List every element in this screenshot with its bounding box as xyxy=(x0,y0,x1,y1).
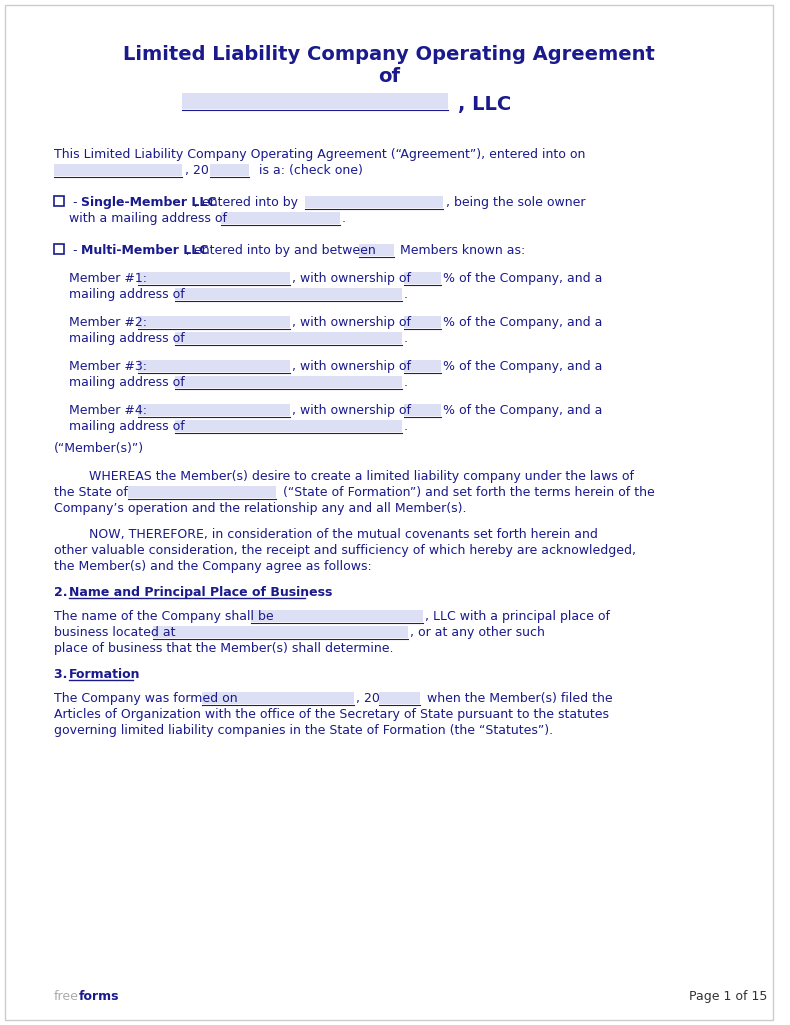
Text: other valuable consideration, the receipt and sufficiency of which hereby are ac: other valuable consideration, the receip… xyxy=(55,544,636,557)
Text: , with ownership of: , with ownership of xyxy=(292,272,416,285)
Text: (“State of Formation”) and set forth the terms herein of the: (“State of Formation”) and set forth the… xyxy=(279,486,654,499)
Text: , with ownership of: , with ownership of xyxy=(292,360,416,373)
Text: Name and Principal Place of Business: Name and Principal Place of Business xyxy=(69,586,333,599)
Bar xyxy=(175,288,401,300)
Text: the Member(s) and the Company agree as follows:: the Member(s) and the Company agree as f… xyxy=(55,560,372,573)
Text: NOW, THEREFORE, in consideration of the mutual covenants set forth herein and: NOW, THEREFORE, in consideration of the … xyxy=(88,528,597,541)
Text: , entered into by: , entered into by xyxy=(194,196,302,209)
Text: when the Member(s) filed the: when the Member(s) filed the xyxy=(423,692,613,705)
Text: Member #1:: Member #1: xyxy=(69,272,151,285)
Text: 2.: 2. xyxy=(55,586,77,599)
Text: of: of xyxy=(378,67,400,86)
Bar xyxy=(221,212,340,224)
Bar xyxy=(55,244,64,254)
Text: WHEREAS the Member(s) desire to create a limited liability company under the law: WHEREAS the Member(s) desire to create a… xyxy=(88,470,634,483)
Text: free: free xyxy=(55,990,79,1003)
Bar xyxy=(55,196,64,206)
Text: forms: forms xyxy=(79,990,119,1003)
Text: .: . xyxy=(404,420,408,433)
Text: , 20: , 20 xyxy=(185,164,209,177)
Bar xyxy=(209,164,249,176)
Text: , entered into by and between: , entered into by and between xyxy=(186,244,380,257)
Text: , with ownership of: , with ownership of xyxy=(292,404,416,417)
Text: This Limited Liability Company Operating Agreement (“Agreement”), entered into o: This Limited Liability Company Operating… xyxy=(55,148,585,161)
Bar xyxy=(55,164,182,176)
Text: Company’s operation and the relationship any and all Member(s).: Company’s operation and the relationship… xyxy=(55,502,467,515)
Text: the State of: the State of xyxy=(55,486,132,499)
Text: , or at any other such: , or at any other such xyxy=(411,626,545,639)
Bar xyxy=(137,316,291,328)
Text: The name of the Company shall be: The name of the Company shall be xyxy=(55,610,278,623)
Text: The Company was formed on: The Company was formed on xyxy=(55,692,242,705)
Bar xyxy=(175,376,401,388)
Text: Member #3:: Member #3: xyxy=(69,360,151,373)
Text: , LLC with a principal place of: , LLC with a principal place of xyxy=(425,610,610,623)
Text: governing limited liability companies in the State of Formation (the “Statutes”): governing limited liability companies in… xyxy=(55,724,553,737)
Bar xyxy=(175,420,401,432)
Text: -: - xyxy=(69,244,81,257)
Text: with a mailing address of: with a mailing address of xyxy=(69,212,231,226)
Bar xyxy=(404,404,441,416)
Bar xyxy=(175,332,401,344)
Bar xyxy=(404,316,441,328)
Text: Limited Liability Company Operating Agreement: Limited Liability Company Operating Agre… xyxy=(123,45,655,64)
Bar xyxy=(201,692,355,704)
Text: Multi-Member LLC: Multi-Member LLC xyxy=(81,244,208,257)
Bar xyxy=(137,404,291,416)
Bar xyxy=(379,692,420,704)
Bar xyxy=(152,626,408,638)
Text: mailing address of: mailing address of xyxy=(69,332,189,345)
Text: % of the Company, and a: % of the Company, and a xyxy=(443,316,602,329)
Text: -: - xyxy=(69,196,81,209)
Text: mailing address of: mailing address of xyxy=(69,420,189,433)
Text: Member #4:: Member #4: xyxy=(69,404,151,417)
Text: Page 1 of 15: Page 1 of 15 xyxy=(689,990,767,1003)
Text: , LLC: , LLC xyxy=(457,95,511,114)
Text: Single-Member LLC: Single-Member LLC xyxy=(81,196,216,209)
Bar xyxy=(251,610,423,622)
Text: mailing address of: mailing address of xyxy=(69,376,189,390)
Text: is a: (check one): is a: (check one) xyxy=(251,164,363,177)
Bar xyxy=(404,360,441,372)
Text: (“Member(s)”): (“Member(s)”) xyxy=(55,442,145,455)
Text: % of the Company, and a: % of the Company, and a xyxy=(443,360,602,373)
Bar xyxy=(128,486,276,498)
Bar xyxy=(137,272,291,284)
Text: , being the sole owner: , being the sole owner xyxy=(446,196,585,209)
Text: place of business that the Member(s) shall determine.: place of business that the Member(s) sha… xyxy=(55,642,393,655)
Text: .: . xyxy=(404,288,408,301)
Text: 3.: 3. xyxy=(55,668,77,681)
Bar xyxy=(182,93,448,109)
Text: .: . xyxy=(404,376,408,390)
Text: , 20: , 20 xyxy=(356,692,380,705)
Text: Formation: Formation xyxy=(69,668,141,681)
Bar xyxy=(137,360,291,372)
Text: , with ownership of: , with ownership of xyxy=(292,316,416,329)
Text: .: . xyxy=(404,332,408,345)
Text: Articles of Organization with the office of the Secretary of State pursuant to t: Articles of Organization with the office… xyxy=(55,708,609,721)
Text: Member #2:: Member #2: xyxy=(69,316,151,329)
Text: mailing address of: mailing address of xyxy=(69,288,189,301)
Text: .: . xyxy=(341,212,345,226)
Bar xyxy=(305,196,443,208)
Bar xyxy=(359,244,393,256)
Text: Members known as:: Members known as: xyxy=(396,244,525,257)
Text: business located at: business located at xyxy=(55,626,179,639)
Text: % of the Company, and a: % of the Company, and a xyxy=(443,404,602,417)
Text: % of the Company, and a: % of the Company, and a xyxy=(443,272,602,285)
Bar xyxy=(404,272,441,284)
